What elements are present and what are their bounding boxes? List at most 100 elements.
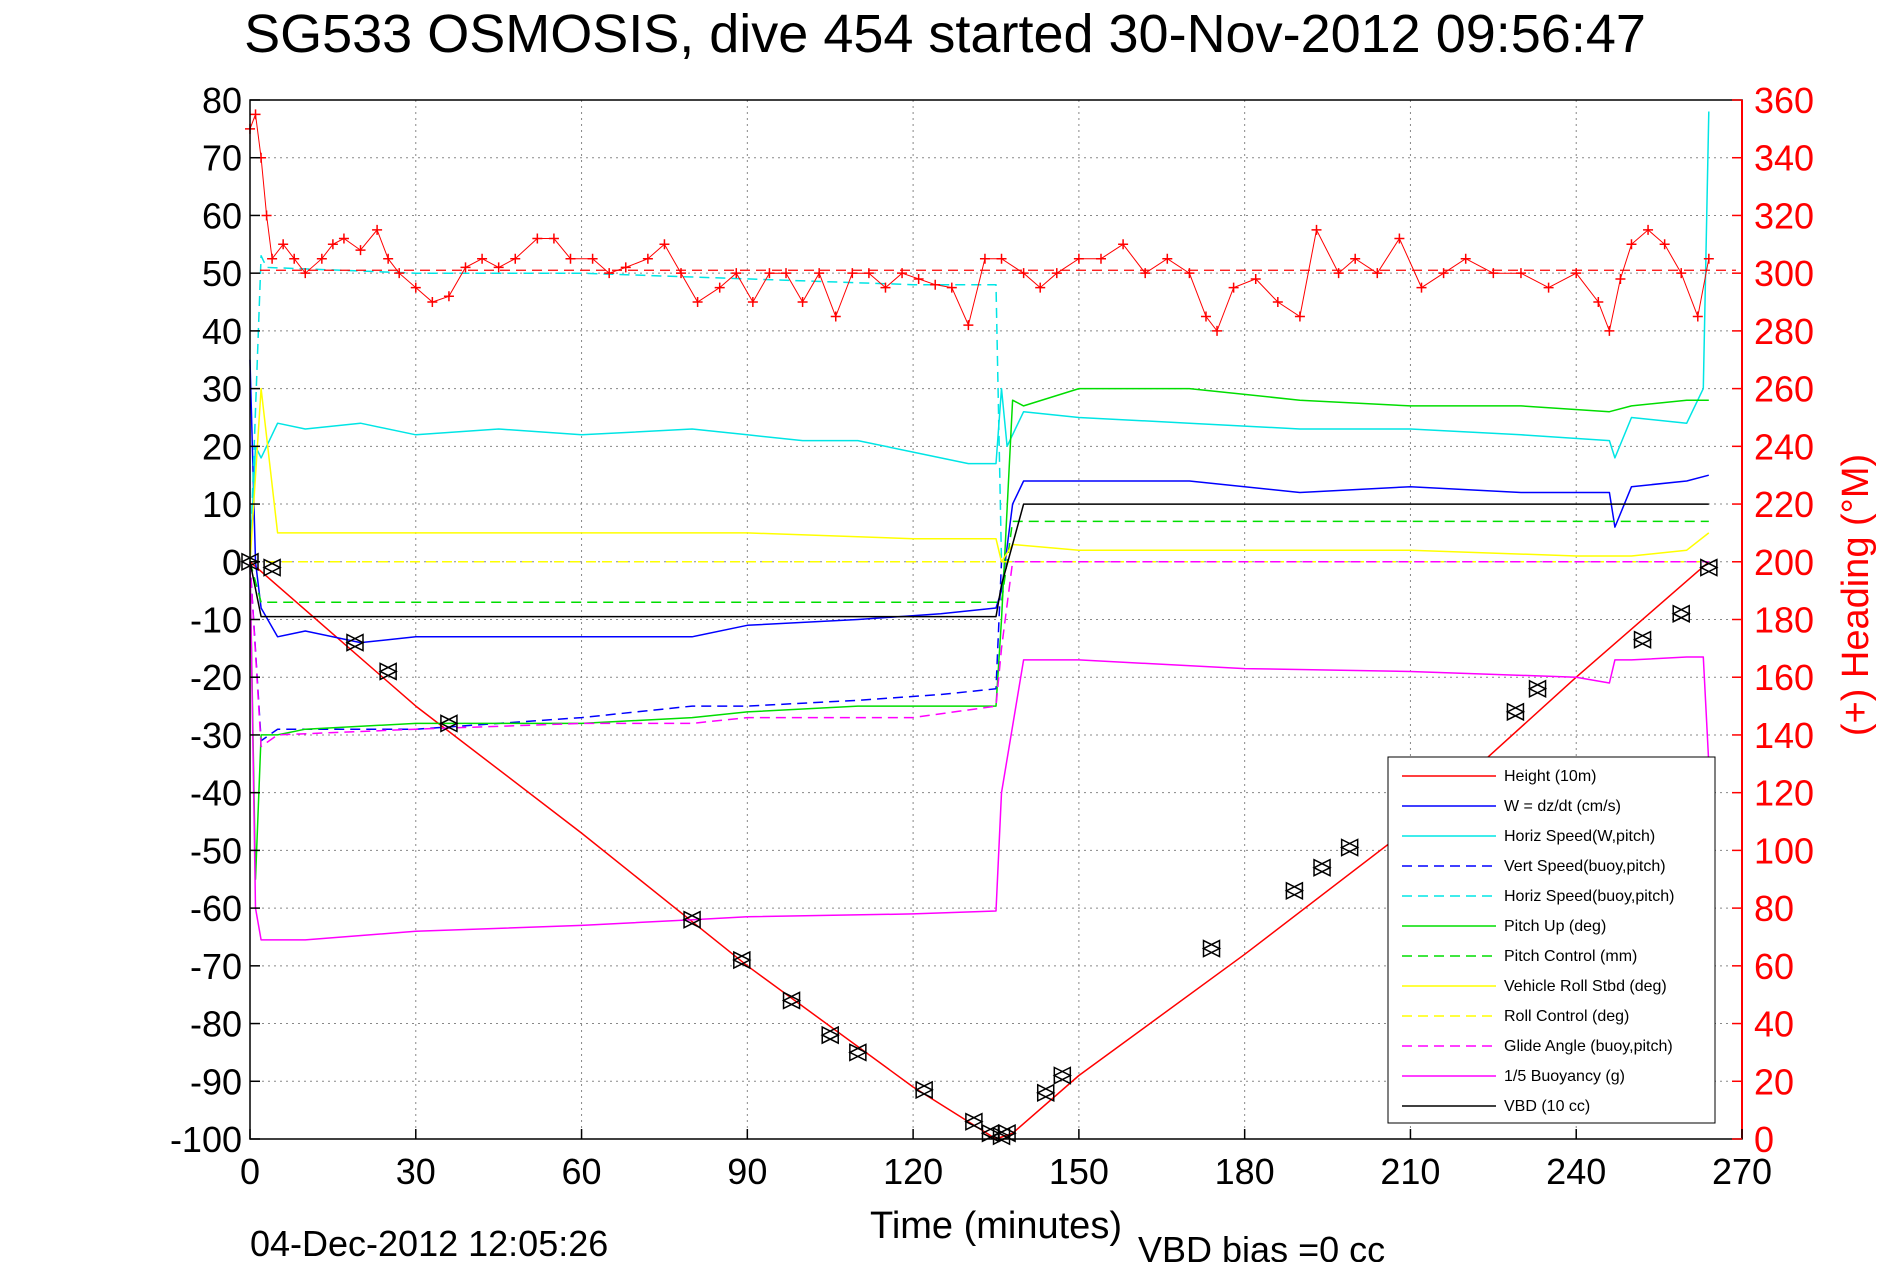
y-left-tick-label: -60 [190,888,242,929]
y-right-tick-label: 40 [1754,1004,1794,1045]
heading-point [946,282,957,293]
heading-point [1051,268,1062,279]
y-left-tick-label: -30 [190,715,242,756]
heading-point [1311,224,1322,235]
y-right-tick-label: 0 [1754,1119,1774,1160]
heading-point [250,109,261,120]
x-tick-label: 90 [727,1151,767,1192]
heading-point [493,262,504,273]
heading-point [327,239,338,250]
heading-point [267,253,278,264]
series-line-6 [249,520,1709,603]
legend-label: Glide Angle (buoy,pitch) [1504,1038,1673,1055]
y-right-tick-label: 320 [1754,195,1814,236]
x-tick-label: 210 [1380,1151,1440,1192]
y-left-tick-label: 30 [202,369,242,410]
waypoint-marker-left [1312,858,1331,877]
series-line-3 [249,561,1003,742]
heading-point [394,268,405,279]
chart-title: SG533 OSMOSIS, dive 454 started 30-Nov-2… [244,4,1646,64]
heading-point [1416,282,1427,293]
waypoint-marker-left [1036,1083,1055,1103]
y-right-tick-label: 300 [1754,253,1814,294]
y-right-tick-label: 180 [1754,600,1814,641]
waypoint-marker-left [439,714,458,733]
heading-point [532,233,543,244]
y-left-tick-label: -20 [190,657,242,698]
heading-point [1272,297,1283,308]
heading-point [1372,268,1383,279]
legend-label: Horiz Speed(W,pitch) [1504,828,1655,845]
heading-point [604,268,615,279]
y-right-tick-label: 360 [1754,80,1814,121]
waypoint-marker-left [848,1043,867,1062]
footer-date: 04-Dec-2012 12:05:26 [250,1223,608,1262]
waypoint-marker-left [1201,939,1221,958]
x-tick-label: 240 [1546,1151,1606,1192]
y-left-tick-label: 10 [202,484,242,525]
heading-point [1543,282,1554,293]
heading-point [1643,224,1654,235]
y-left-tick-label: 70 [202,138,242,179]
y-right-tick-label: 220 [1754,484,1814,525]
heading-point [587,253,598,264]
heading-point [1676,268,1687,279]
heading-point [1593,297,1604,308]
heading-point [1073,253,1084,264]
legend: Height (10m) W = dz/dt (cm/s) Horiz Speed(… [1387,756,1716,1124]
series-line-7 [249,387,1710,563]
series-line-11 [249,503,1709,618]
y-left-tick-label: -90 [190,1061,242,1102]
waypoint-marker-left [1632,630,1652,649]
heading-point [1488,268,1499,279]
heading-point [338,233,349,244]
legend-label: Roll Control (deg) [1504,1008,1629,1025]
heading-point [692,297,703,308]
heading-point [1294,311,1305,322]
y-right-tick-label: 240 [1754,426,1814,467]
heading-point [1350,253,1361,264]
legend-label: Horiz Speed(buoy,pitch) [1504,888,1674,905]
footer-vbd-bias: VBD bias =0 cc [1138,1229,1385,1262]
heading-point [1184,268,1195,279]
series-line-5 [249,387,1709,881]
waypoint-marker-left [964,1112,983,1131]
y-left-tick-label: -40 [190,773,242,814]
heading-point [460,262,471,273]
heading-point [1333,268,1344,279]
waypoint-marker-left [1339,838,1359,857]
heading-point [1035,282,1046,293]
heading-point [764,268,775,279]
y-right-tick-label: 260 [1754,369,1814,410]
waypoint-marker-left [262,558,281,577]
heading-point [847,268,858,279]
heading-point [897,268,908,279]
heading-point [880,282,891,293]
heading-point [930,279,941,290]
heading-point [1604,325,1615,336]
y-right-tick-label: 100 [1754,830,1814,871]
heading-point [1515,268,1526,279]
heading-point [1018,268,1029,279]
heading-point [913,273,924,284]
y-right-tick-label: 340 [1754,138,1814,179]
heading-markers [245,109,1736,336]
heading-point [565,253,576,264]
y-left-tick-label: 0 [222,542,242,583]
heading-point [1212,325,1223,336]
waypoint-marker-left [781,991,801,1010]
waypoint-marker-left [345,633,364,652]
y-left-tick-label: 20 [202,426,242,467]
heading-point [1615,273,1626,284]
y-right-tick-label: 120 [1754,773,1814,814]
series-lines [249,111,1710,1140]
y-right-tick-label: 200 [1754,542,1814,583]
heading-point [289,253,300,264]
heading-point [781,268,792,279]
legend-label: Pitch Control (mm) [1504,948,1637,965]
heading-point [979,253,990,264]
heading-point [830,311,841,322]
heading-point [410,282,421,293]
axis-ticks: 0 30 60 90 120 150 180 210 240 270 80 70 60 50 40 30 20 1… [170,80,1814,1192]
